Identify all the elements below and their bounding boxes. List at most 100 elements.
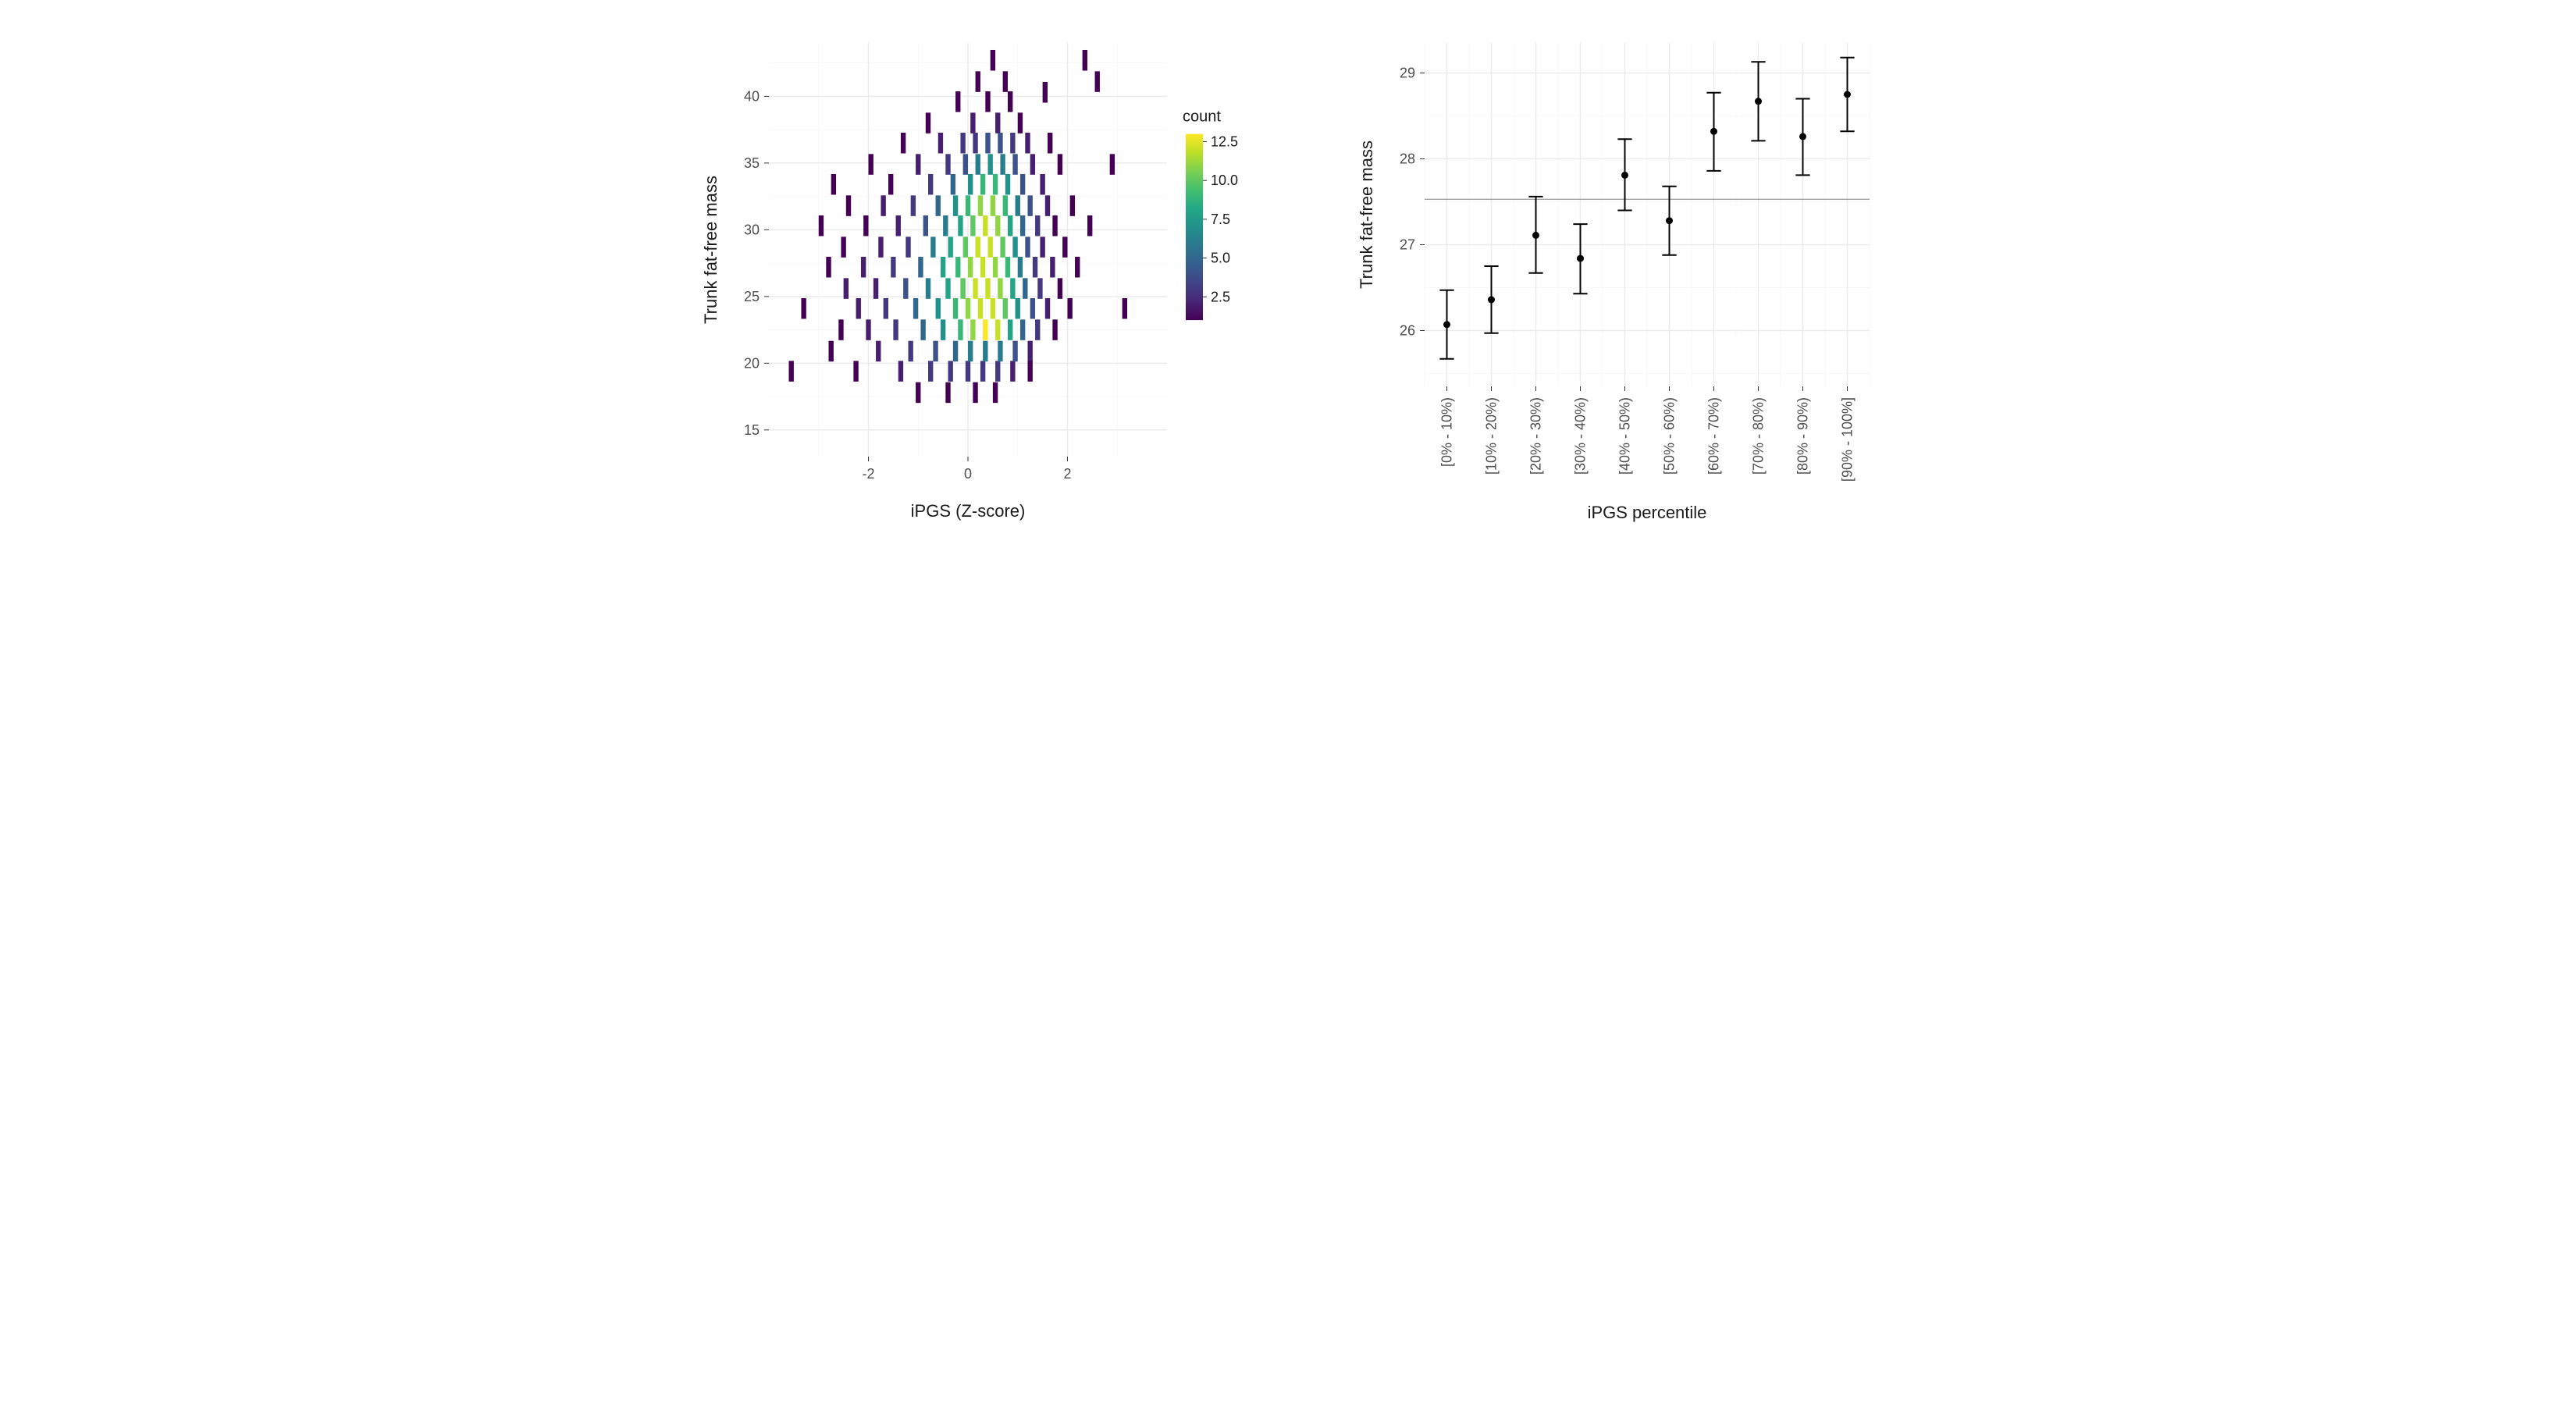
heatmap-bin bbox=[884, 298, 888, 319]
heatmap-bin bbox=[1008, 91, 1012, 112]
heatmap-bin bbox=[951, 174, 955, 195]
heatmap-bin bbox=[1025, 237, 1030, 258]
heatmap-bin bbox=[1020, 174, 1025, 195]
right-panel: 26272829[0% - 10%)[10% - 20%)[20% - 30%)… bbox=[1350, 31, 1881, 531]
heatmap-bin bbox=[995, 361, 1000, 382]
x-tick-label: -2 bbox=[862, 466, 874, 482]
heatmap-bin bbox=[988, 154, 993, 175]
y-tick-label: 28 bbox=[1400, 151, 1415, 167]
legend-title: count bbox=[1183, 108, 1221, 126]
heatmap-bin bbox=[926, 278, 930, 299]
heatmap-bin bbox=[923, 215, 928, 237]
heatmap-bin bbox=[955, 91, 960, 112]
legend-colorbar bbox=[1186, 134, 1203, 321]
heatmap-bin bbox=[968, 257, 973, 278]
heatmap-bin bbox=[1010, 361, 1015, 382]
heatmap-bin bbox=[1033, 257, 1037, 278]
x-tick-label: [80% - 90%) bbox=[1795, 397, 1811, 475]
heatmap-bin bbox=[958, 215, 962, 237]
heatmap-bin bbox=[973, 278, 977, 299]
heatmap-bin bbox=[985, 278, 990, 299]
heatmap-bin bbox=[1087, 215, 1092, 237]
errorbar-svg: 26272829[0% - 10%)[10% - 20%)[20% - 30%)… bbox=[1350, 31, 1881, 531]
y-axis-title: Trunk fat-free mass bbox=[1357, 140, 1376, 289]
heatmap-bin bbox=[1110, 154, 1115, 175]
heatmap-bin bbox=[1003, 298, 1008, 319]
heatmap-bin bbox=[945, 382, 950, 404]
heatmap-bin bbox=[891, 257, 895, 278]
figure-container: -202152025303540iPGS (Z-score)Trunk fat-… bbox=[31, 31, 2545, 531]
heatmap-bin bbox=[1008, 319, 1012, 340]
heatmap-bin bbox=[1050, 257, 1055, 278]
heatmap-bin bbox=[926, 112, 930, 133]
point-estimate bbox=[1577, 255, 1584, 262]
heatmap-bin bbox=[916, 382, 920, 404]
point-estimate bbox=[1443, 321, 1450, 328]
heatmap-bin bbox=[1095, 71, 1100, 92]
point-estimate bbox=[1621, 172, 1628, 179]
heatmap-bin bbox=[991, 195, 995, 215]
heatmap-bin bbox=[998, 341, 1002, 362]
heatmap-bin bbox=[863, 215, 868, 237]
heatmap-bin bbox=[873, 278, 878, 299]
heatmap-bin bbox=[993, 382, 998, 404]
x-tick-label: [90% - 100%] bbox=[1840, 397, 1856, 482]
heatmap-bin bbox=[896, 215, 901, 237]
heatmap-bin bbox=[878, 237, 883, 258]
heatmap-bin bbox=[1123, 298, 1127, 319]
point-estimate bbox=[1755, 98, 1762, 105]
heatmap-bin bbox=[978, 298, 983, 319]
heatmap-bin bbox=[1048, 133, 1052, 154]
y-tick-label: 26 bbox=[1400, 323, 1415, 339]
x-tick-label: [0% - 10%) bbox=[1439, 397, 1455, 467]
heatmap-bin bbox=[976, 154, 980, 175]
heatmap-bin bbox=[968, 341, 973, 362]
heatmap-bin bbox=[976, 71, 980, 92]
heatmap-bin bbox=[841, 237, 845, 258]
heatmap-bin bbox=[993, 257, 998, 278]
heatmap-bin bbox=[970, 319, 975, 340]
point-estimate bbox=[1666, 217, 1673, 224]
heatmap-bin bbox=[826, 257, 831, 278]
x-tick-label: 2 bbox=[1063, 466, 1071, 482]
heatmap-bin bbox=[838, 319, 843, 340]
point-estimate bbox=[1710, 128, 1717, 135]
heatmap-bin bbox=[958, 319, 962, 340]
heatmap-bin bbox=[945, 154, 950, 175]
heatmap-bin bbox=[1083, 50, 1087, 71]
heatmap-bin bbox=[978, 195, 983, 215]
heatmap-bin bbox=[1052, 215, 1057, 237]
heatmap-bin bbox=[1025, 133, 1030, 154]
x-tick-label: [40% - 50%) bbox=[1617, 397, 1633, 475]
heatmap-bin bbox=[945, 278, 950, 299]
heatmap-bin bbox=[789, 361, 794, 382]
heatmap-bin bbox=[1005, 257, 1010, 278]
heatmap-svg: -202152025303540iPGS (Z-score)Trunk fat-… bbox=[695, 31, 1288, 531]
heatmap-bin bbox=[995, 319, 1000, 340]
heatmap-bin bbox=[1035, 215, 1040, 237]
heatmap-bin bbox=[831, 174, 836, 195]
y-tick-label: 27 bbox=[1400, 237, 1415, 253]
heatmap-bin bbox=[983, 341, 987, 362]
heatmap-bin bbox=[1008, 215, 1012, 237]
heatmap-bin bbox=[970, 112, 975, 133]
heatmap-bin bbox=[801, 298, 806, 319]
heatmap-bin bbox=[906, 237, 910, 258]
heatmap-bin bbox=[980, 257, 985, 278]
heatmap-bin bbox=[1018, 112, 1023, 133]
heatmap-bin bbox=[1068, 298, 1073, 319]
heatmap-bin bbox=[941, 257, 945, 278]
x-tick-label: [20% - 30%) bbox=[1528, 397, 1544, 475]
heatmap-bin bbox=[909, 341, 913, 362]
x-tick-label: [60% - 70%) bbox=[1706, 397, 1722, 475]
heatmap-bin bbox=[970, 215, 975, 237]
heatmap-bin bbox=[1070, 195, 1075, 215]
y-tick-label: 30 bbox=[744, 222, 760, 237]
heatmap-bin bbox=[930, 237, 935, 258]
heatmap-bin bbox=[1010, 133, 1015, 154]
heatmap-bin bbox=[983, 215, 987, 237]
heatmap-bin bbox=[983, 319, 987, 340]
heatmap-bin bbox=[1035, 319, 1040, 340]
y-tick-label: 35 bbox=[744, 155, 760, 171]
heatmap-bin bbox=[1062, 237, 1067, 258]
